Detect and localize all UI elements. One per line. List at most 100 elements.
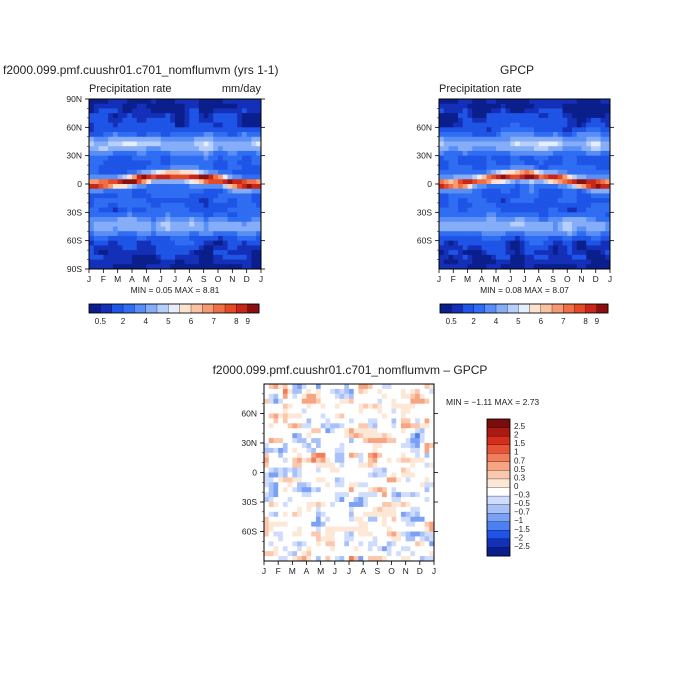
- heatmap-cell: [429, 541, 435, 547]
- heatmap-cell: [325, 511, 331, 518]
- heatmap-cell: [553, 165, 559, 171]
- heatmap-cell: [553, 235, 559, 242]
- heatmap-cell: [175, 193, 181, 199]
- heatmap-cell: [372, 516, 378, 523]
- heatmap-cell: [264, 388, 270, 395]
- colorbar-swatch: [574, 303, 587, 314]
- heatmap-cell: [415, 443, 421, 449]
- heatmap-cell: [567, 217, 573, 223]
- heatmap-cell: [377, 418, 383, 424]
- heatmap-cell: [396, 398, 402, 405]
- heatmap-cell: [339, 477, 345, 483]
- heatmap-cell: [165, 193, 171, 199]
- heatmap-cell: [391, 408, 397, 414]
- heatmap-cell: [529, 221, 535, 227]
- heatmap-cell: [467, 127, 473, 133]
- heatmap-cell: [496, 259, 502, 265]
- heatmap-cell: [222, 264, 228, 270]
- heatmap-cell: [377, 536, 383, 542]
- heatmap-cell: [179, 240, 185, 246]
- heatmap-cell: [325, 423, 331, 429]
- heatmap-cell: [264, 506, 270, 513]
- heatmap-cell: [339, 536, 345, 542]
- heatmap-cell: [198, 250, 205, 256]
- heatmap-cell: [524, 254, 530, 260]
- heatmap-cell: [477, 240, 483, 246]
- heatmap-cell: [155, 193, 162, 199]
- heatmap-cell: [453, 184, 459, 190]
- heatmap-cell: [175, 231, 181, 237]
- heatmap-cell: [213, 150, 219, 157]
- heatmap-cell: [467, 122, 473, 128]
- heatmap-cell: [208, 193, 214, 199]
- heatmap-cell: [344, 497, 350, 503]
- heatmap-cell: [529, 108, 535, 114]
- heatmap-cell: [103, 108, 109, 114]
- heatmap-cell: [122, 150, 128, 157]
- heatmap-cell: [500, 245, 506, 251]
- heatmap-cell: [203, 108, 209, 114]
- heatmap-cell: [155, 113, 162, 119]
- heatmap-cell: [500, 217, 506, 223]
- heatmap-cell: [510, 198, 516, 204]
- heatmap-cell: [93, 250, 99, 256]
- heatmap-cell: [344, 472, 350, 478]
- heatmap-cell: [453, 245, 459, 251]
- heatmap-cell: [382, 398, 388, 405]
- heatmap-cell: [151, 235, 157, 242]
- heatmap-cell: [189, 188, 195, 194]
- heatmap-cell: [443, 108, 449, 114]
- heatmap-cell: [227, 160, 233, 166]
- heatmap-cell: [89, 169, 95, 175]
- heatmap-cell: [218, 132, 224, 138]
- heatmap-cell: [334, 467, 340, 473]
- heatmap-cell: [184, 221, 190, 227]
- heatmap-cell: [349, 546, 355, 552]
- heatmap-cell: [591, 108, 597, 114]
- heatmap-cell: [282, 447, 289, 454]
- heatmap-cell: [241, 212, 248, 218]
- heatmap-cell: [264, 408, 270, 414]
- heatmap-cell: [391, 413, 397, 419]
- heatmap-cell: [292, 482, 298, 488]
- heatmap-cell: [311, 502, 317, 508]
- heatmap-cell: [605, 235, 611, 242]
- heatmap-cell: [320, 398, 326, 405]
- heatmap-cell: [268, 447, 274, 454]
- heatmap-cell: [363, 511, 369, 518]
- heatmap-cell: [278, 413, 284, 419]
- heatmap-cell: [586, 235, 592, 242]
- heatmap-cell: [330, 393, 336, 400]
- heatmap-cell: [572, 254, 578, 260]
- heatmap-cell: [268, 403, 274, 409]
- heatmap-cell: [268, 423, 274, 429]
- heatmap-cell: [486, 245, 492, 251]
- heatmap-cell: [132, 165, 138, 171]
- heatmap-cell: [287, 482, 293, 488]
- heatmap-cell: [160, 155, 166, 161]
- heatmap-cell: [246, 259, 252, 265]
- heatmap-cell: [184, 207, 190, 213]
- heatmap-cell: [203, 259, 209, 265]
- heatmap-cell: [448, 245, 454, 251]
- heatmap-cell: [548, 150, 554, 157]
- heatmap-cell: [453, 174, 459, 180]
- heatmap-cell: [572, 250, 578, 256]
- heatmap-cell: [222, 113, 228, 119]
- heatmap-cell: [358, 384, 364, 390]
- heatmap-cell: [89, 254, 95, 260]
- heatmap-cell: [227, 198, 233, 204]
- heatmap-cell: [567, 254, 573, 260]
- heatmap-cell: [543, 264, 549, 270]
- heatmap-cell: [237, 226, 243, 232]
- heatmap-cell: [222, 202, 228, 209]
- heatmap-cell: [315, 502, 322, 508]
- heatmap-cell: [496, 264, 502, 270]
- heatmap-cell: [246, 150, 252, 157]
- heatmap-cell: [605, 169, 611, 175]
- heatmap-cell: [595, 188, 601, 194]
- heatmap-cell: [334, 516, 340, 523]
- heatmap-cell: [160, 165, 166, 171]
- heatmap-cell: [586, 240, 592, 246]
- heatmap-cell: [344, 482, 350, 488]
